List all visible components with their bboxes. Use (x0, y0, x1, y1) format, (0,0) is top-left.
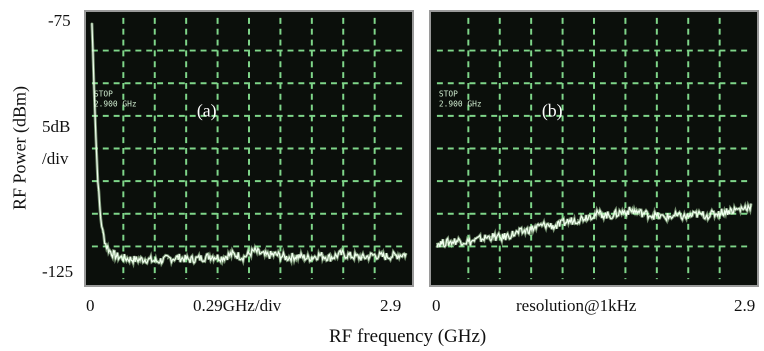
trace-point (232, 253, 234, 255)
x-tick-a-start: 0 (86, 297, 95, 314)
trace-point (479, 238, 481, 240)
trace-point (340, 253, 342, 255)
trace-point (308, 257, 310, 259)
x-axis-label: RF frequency (GHz) (329, 327, 486, 346)
trace-point (210, 255, 212, 257)
trace-point (588, 215, 590, 217)
screen-stop-label: STOP (439, 90, 458, 99)
screen-stop-label: STOP (94, 90, 113, 99)
x-scale-label-a: 0.29GHz/div (193, 297, 281, 314)
trace-point (739, 208, 741, 210)
trace-point (664, 217, 666, 219)
trace-point (264, 255, 266, 257)
y-scale-label-line1: 5dB (42, 118, 70, 135)
trace-point (189, 259, 191, 261)
trace-point (501, 237, 503, 239)
trace-point (523, 231, 525, 233)
trace-point (243, 256, 245, 258)
trace-point (113, 254, 115, 256)
trace-point (555, 226, 557, 228)
trace-point (718, 212, 720, 214)
trace-point (108, 250, 110, 252)
trace-point (351, 255, 353, 257)
trace-point (750, 205, 752, 207)
trace-point (384, 256, 386, 258)
trace-point (566, 221, 568, 223)
y-axis-label: RF Power (dBm) (10, 86, 31, 210)
screen-stop-frequency: 2.900 GHz (94, 100, 137, 109)
trace-point (100, 216, 102, 218)
trace-point (469, 241, 471, 243)
trace-point (156, 261, 158, 263)
trace-point (362, 257, 364, 259)
trace-point (674, 215, 676, 217)
y-tick-bottom: -125 (42, 263, 73, 280)
trace-point (696, 214, 698, 216)
trace-point (534, 227, 536, 229)
trace-point (118, 256, 120, 258)
trace-point (145, 258, 147, 260)
trace-point (124, 257, 126, 259)
x-tick-a-end: 2.9 (380, 297, 401, 314)
trace-point (167, 258, 169, 260)
trace-point (729, 210, 731, 212)
trace-point (436, 243, 438, 245)
x-tick-b-start: 0 (432, 297, 441, 314)
trace-point (98, 189, 100, 191)
trace-point (544, 224, 546, 226)
trace-point (620, 211, 622, 213)
trace-point (134, 259, 136, 261)
trace-point (254, 250, 256, 252)
trace-point (102, 231, 104, 233)
trace-point (490, 236, 492, 238)
trace-point (405, 253, 407, 255)
trace-point (685, 216, 687, 218)
trace-point (653, 215, 655, 217)
screen-stop-frequency: 2.900 GHz (439, 100, 482, 109)
trace-point (577, 219, 579, 221)
trace-point (275, 254, 277, 256)
y-tick-top: -75 (48, 12, 71, 29)
trace-point (707, 215, 709, 217)
y-scale-label-line2: /div (42, 150, 68, 167)
trace-point (221, 257, 223, 259)
x-tick-b-end: 2.9 (734, 297, 755, 314)
trace-point (319, 254, 321, 256)
trace-point (329, 257, 331, 259)
panel-label: (a) (197, 100, 217, 120)
trace-point (631, 210, 633, 212)
trace-point (286, 257, 288, 259)
x-resolution-label-b: resolution@1kHz (516, 297, 636, 314)
trace-point (642, 212, 644, 214)
trace-point (394, 255, 396, 257)
trace-point (297, 255, 299, 257)
trace-point (91, 22, 93, 24)
trace-point (199, 257, 201, 259)
trace-point (512, 233, 514, 235)
trace-point (95, 148, 97, 150)
panel-label: (b) (542, 100, 563, 120)
trace-point (447, 242, 449, 244)
spectrum-panel-a: STOP 2.900 GHz (a) (84, 10, 414, 287)
trace-point (93, 85, 95, 87)
trace-point (373, 254, 375, 256)
trace-point (599, 213, 601, 215)
trace-point (105, 244, 107, 246)
trace-point (178, 257, 180, 259)
trace-point (609, 215, 611, 217)
spectrum-panel-b: STOP 2.900 GHz (b) (429, 10, 759, 287)
trace-point (458, 240, 460, 242)
